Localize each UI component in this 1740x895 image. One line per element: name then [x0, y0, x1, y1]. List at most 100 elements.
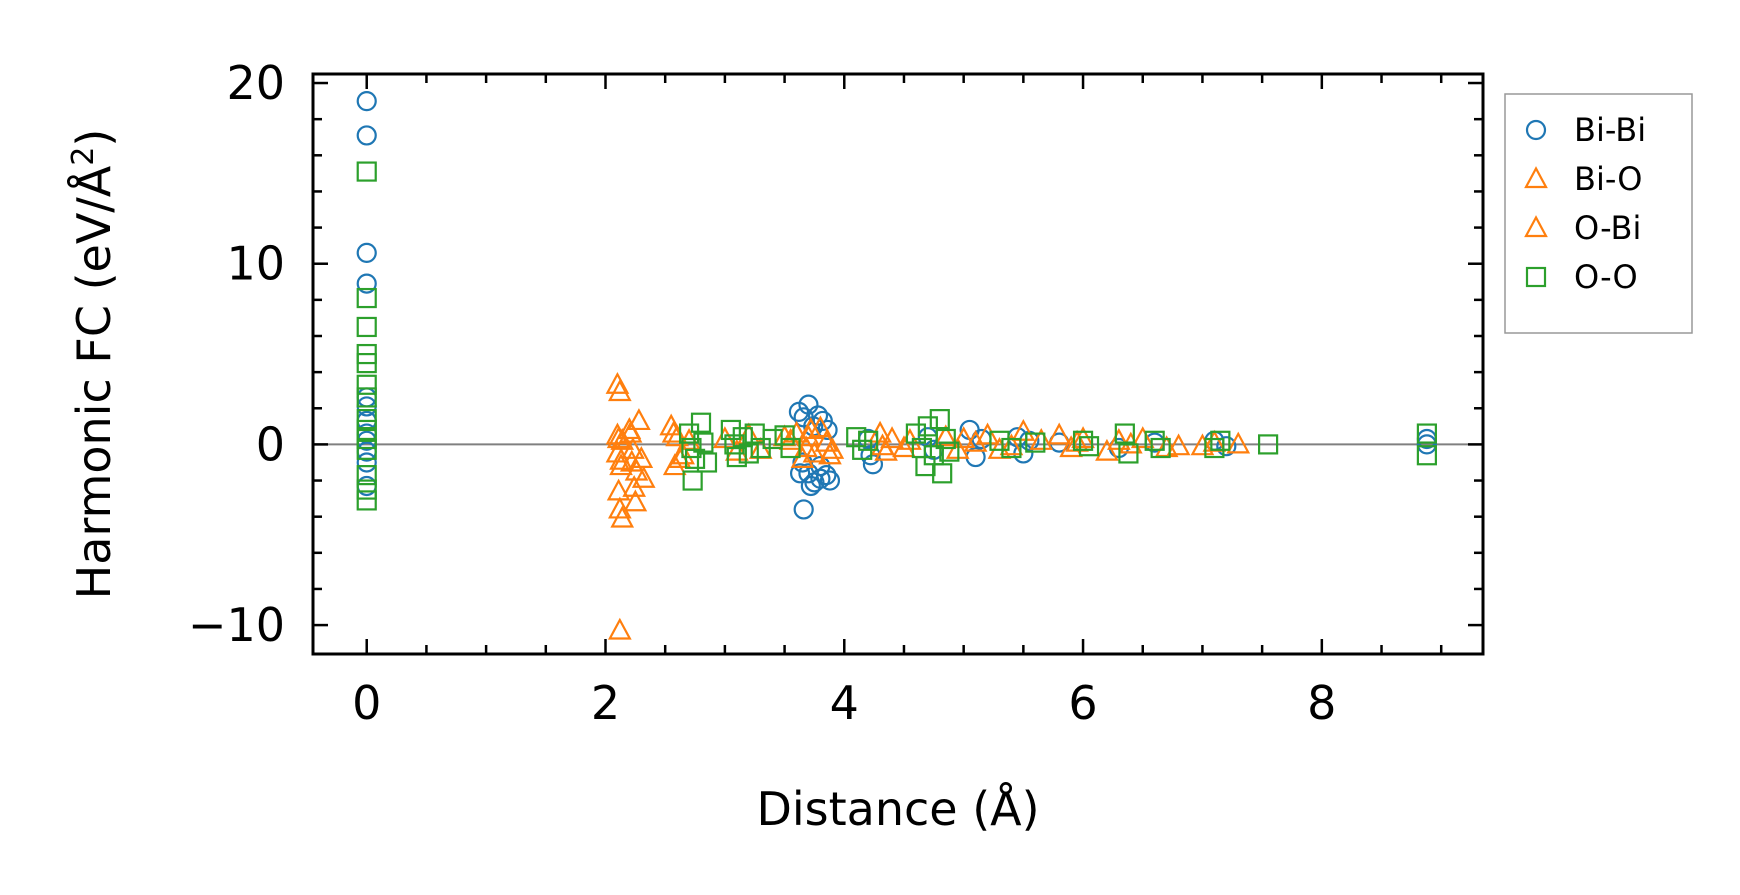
- series-o-bi: [606, 417, 1227, 470]
- data-point: [356, 479, 377, 500]
- data-point: [623, 489, 648, 512]
- data-point: [1078, 436, 1100, 457]
- data-point: [356, 242, 377, 263]
- data-point: [693, 432, 714, 453]
- data-point: [696, 452, 718, 473]
- x-axis: 0 2 4 6 8: [352, 74, 1443, 730]
- legend-label-o-bi: O-Bi: [1574, 209, 1641, 247]
- data-point: [1047, 422, 1072, 445]
- data-point: [933, 424, 958, 447]
- data-point: [356, 465, 377, 486]
- data-point: [732, 427, 753, 448]
- data-point: [1095, 438, 1119, 461]
- data-point: [817, 419, 838, 441]
- data-point: [929, 409, 950, 430]
- y-tick-label: 0: [256, 417, 285, 471]
- data-point: [627, 408, 651, 431]
- data-point: [1130, 426, 1155, 449]
- legend-marker-bi-bi: [1525, 119, 1547, 141]
- data-point: [935, 428, 956, 450]
- data-point: [631, 465, 656, 488]
- data-point: [819, 470, 841, 491]
- y-tick-label: 10: [226, 237, 285, 291]
- data-point: [800, 475, 821, 497]
- data-point: [356, 374, 377, 395]
- data-point: [794, 435, 818, 458]
- legend-frame: [1504, 93, 1693, 334]
- data-point: [356, 352, 377, 374]
- legend-label-bi-bi: Bi-Bi: [1574, 111, 1646, 149]
- data-point: [780, 437, 801, 459]
- data-point: [356, 316, 377, 338]
- data-point: [607, 379, 632, 402]
- data-point: [356, 273, 377, 294]
- data-point: [939, 441, 960, 462]
- data-point: [932, 463, 953, 484]
- data-point: [356, 439, 377, 460]
- data-point: [951, 426, 976, 449]
- data-point: [356, 428, 377, 450]
- data-point: [774, 425, 795, 446]
- x-tick-label: 2: [591, 676, 620, 730]
- data-point: [1029, 427, 1054, 450]
- legend-marker-o-o: [1525, 266, 1547, 288]
- data-point: [607, 496, 632, 519]
- legend: Bi-Bi Bi-O O-Bi O-O: [1504, 93, 1693, 334]
- x-tick-label: 4: [830, 676, 859, 730]
- data-point: [1114, 423, 1135, 444]
- x-tick-label: 8: [1307, 676, 1336, 730]
- data-point: [690, 412, 712, 433]
- data-point: [1416, 423, 1437, 444]
- data-point: [621, 437, 645, 459]
- data-point: [1210, 430, 1231, 451]
- data-point: [1258, 434, 1279, 455]
- data-point: [1216, 436, 1237, 457]
- data-point: [1144, 430, 1165, 451]
- data-point: [963, 429, 988, 452]
- data-point: [790, 463, 811, 484]
- data-point: [610, 505, 635, 528]
- y-axis: −10 0 10 20: [188, 56, 1483, 652]
- data-point: [659, 413, 684, 436]
- data-point: [720, 419, 741, 441]
- data-point: [1226, 431, 1251, 454]
- data-point: [356, 387, 377, 408]
- data-point: [1025, 432, 1046, 453]
- legend-label-bi-o: Bi-O: [1574, 160, 1642, 198]
- data-point: [905, 423, 927, 444]
- y-axis-label: Harmonic FC (eV/Å2): [66, 129, 122, 600]
- data-point: [681, 437, 702, 459]
- data-point: [724, 438, 749, 461]
- data-point: [356, 409, 377, 430]
- data-point: [1416, 445, 1437, 466]
- data-point: [1416, 434, 1437, 455]
- data-point: [356, 490, 377, 511]
- data-point: [726, 446, 747, 468]
- data-point: [1150, 437, 1171, 459]
- data-point: [661, 420, 686, 443]
- data-point: [999, 433, 1024, 456]
- data-point: [975, 422, 1000, 445]
- x-tick-label: 6: [1068, 676, 1097, 730]
- data-point: [1011, 418, 1036, 441]
- data-point: [1072, 430, 1094, 451]
- x-axis-label: Distance (Å): [756, 782, 1039, 836]
- legend-marker-o-bi: [1524, 215, 1548, 238]
- data-point: [1001, 437, 1022, 459]
- data-point: [356, 287, 377, 309]
- data-point: [1166, 433, 1191, 456]
- data-point: [607, 617, 632, 640]
- data-point: [880, 426, 904, 449]
- data-point: [846, 427, 867, 448]
- y-tick-label: −10: [188, 598, 285, 652]
- data-point: [802, 440, 827, 463]
- data-point: [671, 442, 695, 465]
- data-point: [682, 470, 703, 491]
- data-point: [892, 435, 916, 458]
- data-point: [356, 452, 377, 473]
- data-point: [356, 91, 377, 112]
- legend-label-o-o: O-O: [1574, 258, 1638, 296]
- data-point: [807, 405, 829, 426]
- data-point: [738, 443, 759, 464]
